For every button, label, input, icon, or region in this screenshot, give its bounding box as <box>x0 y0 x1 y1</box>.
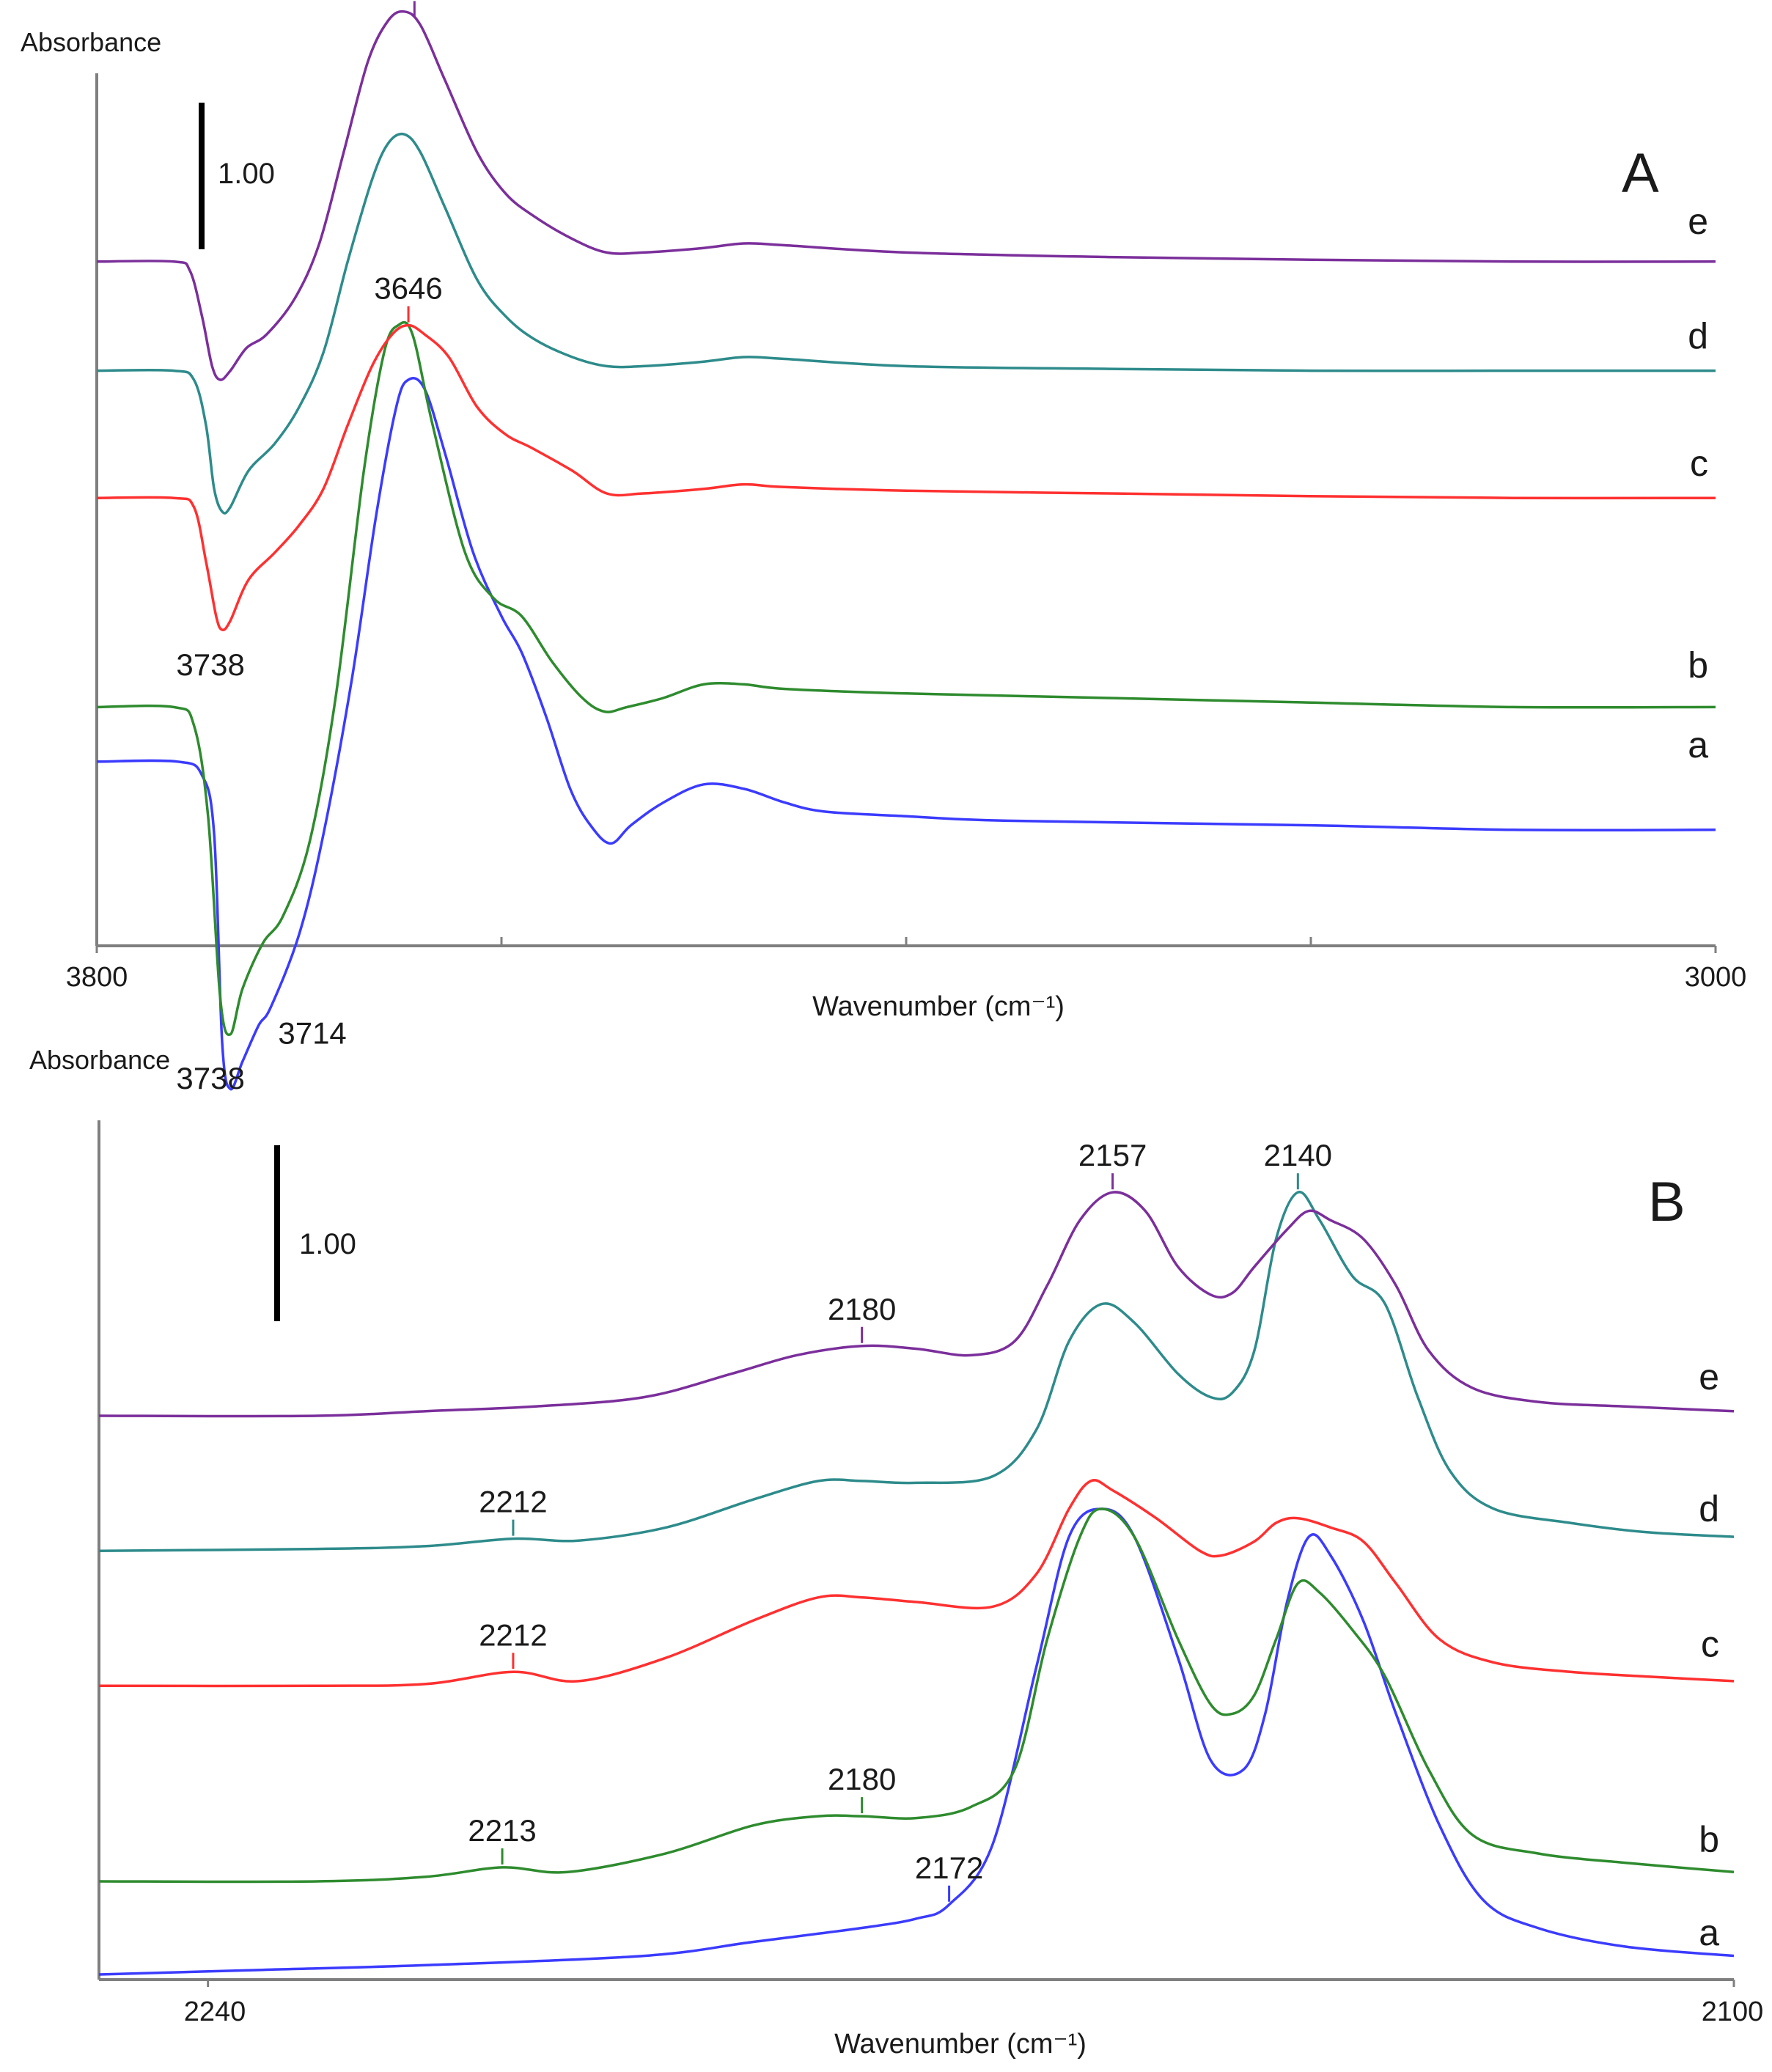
panel-a-series-label-e: e <box>1688 201 1708 242</box>
panel-b-x-ticks <box>207 1980 1735 1987</box>
panel-b-series-label-e: e <box>1699 1356 1719 1397</box>
panel-b-series-label-d: d <box>1699 1488 1719 1529</box>
annotation-label: 3738 <box>176 647 244 682</box>
panel-b-series: a b c d e <box>98 1191 1735 1976</box>
annotation-label: 2212 <box>479 1485 547 1519</box>
panel-b-annotation: 2213 <box>468 1813 537 1865</box>
annotation-label: 3738 <box>176 1061 244 1095</box>
panel-b-y-axis-label: Absorbance <box>29 1045 170 1075</box>
panel-a-series-b <box>96 320 1716 1037</box>
panel-a-series-a <box>96 377 1716 1091</box>
panel-b-annotation: 2157 <box>1078 1138 1147 1190</box>
panel-a-scale-label: 1.00 <box>218 158 275 190</box>
panel-b-series-label-b: b <box>1699 1819 1719 1860</box>
panel-b-series-b <box>98 1507 1735 1884</box>
panel-b-x-tick-label-right: 2100 <box>1702 1996 1764 2027</box>
panel-a-annotation: 3646 <box>374 271 443 323</box>
annotation-label: 2213 <box>468 1813 536 1848</box>
panel-b: Absorbance 2240 2100 Wavenumber (cm⁻¹) 1… <box>29 1045 1763 2060</box>
annotation-label: 3714 <box>278 1016 346 1051</box>
panel-b-annotation: 2172 <box>915 1851 983 1902</box>
panel-a-x-ticks <box>95 937 1717 953</box>
panel-b-annotation: 2180 <box>828 1292 896 1343</box>
annotation-label: 2212 <box>479 1617 547 1652</box>
panel-b-annotation: 2180 <box>828 1762 896 1814</box>
panel-b-series-label-c: c <box>1701 1623 1719 1664</box>
panel-a-series-d <box>96 132 1716 515</box>
panel-b-annotation: 2212 <box>479 1617 548 1669</box>
annotation-label: 2180 <box>828 1292 896 1326</box>
panel-b-x-axis-label: Wavenumber (cm⁻¹) <box>834 2029 1087 2060</box>
panel-a-annotation: 3643 <box>380 0 449 18</box>
panel-a-series-c <box>96 323 1716 631</box>
panel-a-series-label-a: a <box>1688 724 1708 765</box>
annotation-label: 2172 <box>915 1851 983 1885</box>
panel-a-x-axis-label: Wavenumber (cm⁻¹) <box>812 991 1065 1022</box>
panel-b-scale-label: 1.00 <box>299 1228 356 1260</box>
panel-a-series: ab c d e <box>96 10 1716 1091</box>
panel-a-annotation: 3714 <box>278 1016 346 1051</box>
annotation-label: 3646 <box>374 271 442 306</box>
panel-b-letter: B <box>1648 1171 1685 1233</box>
panel-a-x-tick-label-right: 3000 <box>1685 962 1747 993</box>
panel-b-series-label-a: a <box>1699 1912 1719 1953</box>
panel-a-series-label-d: d <box>1688 316 1708 357</box>
annotation-label: 2140 <box>1264 1138 1332 1172</box>
panel-a-series-label-c: c <box>1690 443 1708 484</box>
panel-b-series-d <box>98 1191 1735 1552</box>
panel-b-annotations: 2157 2140 2180 2212 2212 2213 2180 2172 <box>468 1138 1332 1902</box>
panel-a-annotation: 3738 <box>176 1061 244 1095</box>
panel-b-annotation: 2212 <box>479 1485 548 1536</box>
panel-a-y-axis-label: Absorbance <box>21 27 161 57</box>
panel-a-series-e <box>96 10 1716 381</box>
panel-b-x-tick-label-left: 2240 <box>184 1996 246 2027</box>
annotation-label: 2180 <box>828 1762 896 1796</box>
panel-a-x-tick-label-left: 3800 <box>66 962 128 993</box>
panel-b-series-c <box>98 1479 1735 1688</box>
panel-a-annotation: 3738 <box>176 647 244 682</box>
annotation-label: 2157 <box>1078 1138 1147 1172</box>
panel-a-series-label-b: b <box>1688 644 1708 686</box>
panel-a-annotations: 3643 3646 3738 3714 3738 <box>176 0 449 1095</box>
panel-b-annotation: 2140 <box>1264 1138 1332 1190</box>
panel-b-series-a <box>98 1507 1735 1976</box>
panel-a-letter: A <box>1622 142 1659 205</box>
panel-b-series-e <box>98 1191 1735 1418</box>
panel-a: Absorbance 3800 3000 Wavenumber (cm⁻¹) 1… <box>21 0 1746 1095</box>
